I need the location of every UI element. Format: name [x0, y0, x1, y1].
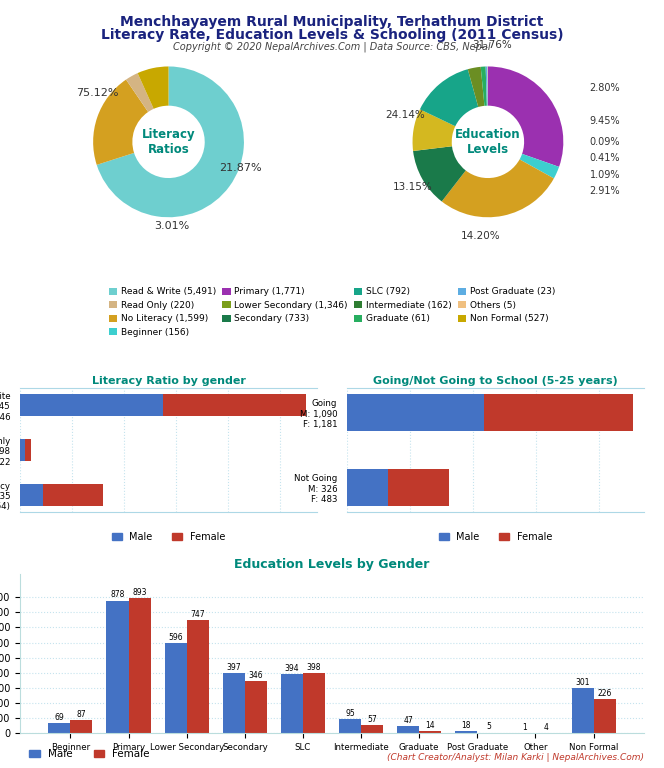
Wedge shape: [412, 109, 456, 151]
Text: 2.80%: 2.80%: [590, 83, 620, 93]
Text: 1: 1: [522, 723, 527, 732]
Bar: [347, 468, 388, 506]
Wedge shape: [467, 67, 485, 107]
Bar: [303, 674, 325, 733]
Bar: [70, 720, 92, 733]
Text: 47: 47: [403, 716, 413, 725]
Bar: [347, 394, 484, 432]
Legend: Male, Female: Male, Female: [25, 745, 154, 763]
Wedge shape: [97, 67, 244, 217]
Bar: [106, 601, 129, 733]
Wedge shape: [488, 67, 563, 167]
Text: 226: 226: [598, 689, 612, 698]
Bar: [48, 723, 70, 733]
Text: 3.01%: 3.01%: [155, 221, 190, 231]
Text: Literacy Rate, Education Levels & Schooling (2011 Census): Literacy Rate, Education Levels & School…: [101, 28, 563, 42]
Wedge shape: [420, 69, 478, 126]
Text: 13.15%: 13.15%: [392, 182, 432, 192]
Bar: [222, 674, 245, 733]
Text: 4: 4: [544, 723, 549, 732]
Bar: [419, 731, 442, 733]
Bar: [163, 394, 305, 416]
Wedge shape: [481, 67, 487, 106]
Text: 87: 87: [76, 710, 86, 719]
Title: Literacy Ratio by gender: Literacy Ratio by gender: [92, 376, 246, 386]
Text: 398: 398: [307, 663, 321, 672]
Text: 9.45%: 9.45%: [590, 116, 620, 126]
Text: 0.41%: 0.41%: [590, 154, 620, 164]
Wedge shape: [137, 67, 169, 109]
Wedge shape: [520, 154, 559, 178]
Bar: [165, 644, 187, 733]
Text: (Chart Creator/Analyst: Milan Karki | NepalArchives.Com): (Chart Creator/Analyst: Milan Karki | Ne…: [387, 753, 644, 762]
Text: 24.14%: 24.14%: [385, 111, 425, 121]
Text: 596: 596: [168, 633, 183, 642]
Bar: [281, 674, 303, 733]
Bar: [25, 439, 31, 461]
Text: 57: 57: [367, 714, 377, 723]
Bar: [42, 484, 103, 506]
Bar: [20, 484, 42, 506]
Text: 747: 747: [191, 610, 205, 619]
Text: 18: 18: [461, 720, 471, 730]
Bar: [594, 699, 616, 733]
Legend: Male, Female: Male, Female: [435, 528, 556, 546]
Text: 1.09%: 1.09%: [590, 170, 620, 180]
Text: 69: 69: [54, 713, 64, 722]
Text: 21.87%: 21.87%: [219, 164, 262, 174]
Title: Going/Not Going to School (5-25 years): Going/Not Going to School (5-25 years): [373, 376, 618, 386]
Bar: [187, 621, 208, 733]
Text: 5: 5: [486, 723, 491, 731]
Wedge shape: [485, 67, 488, 106]
Text: 2.91%: 2.91%: [590, 186, 620, 196]
Text: 893: 893: [132, 588, 147, 597]
Bar: [388, 468, 449, 506]
Text: 31.76%: 31.76%: [472, 40, 511, 50]
Text: 75.12%: 75.12%: [76, 88, 118, 98]
Text: 14.20%: 14.20%: [461, 231, 500, 241]
Text: Education
Levels: Education Levels: [455, 127, 521, 156]
Text: Menchhayayem Rural Municipality, Terhathum District: Menchhayayem Rural Municipality, Terhath…: [120, 15, 544, 29]
Bar: [456, 730, 477, 733]
Text: 878: 878: [110, 591, 125, 599]
Legend: Read & Write (5,491), Read Only (220), No Literacy (1,599), Beginner (156), Prim: Read & Write (5,491), Read Only (220), N…: [109, 287, 555, 337]
Text: 394: 394: [285, 664, 299, 673]
Bar: [20, 394, 163, 416]
Wedge shape: [442, 160, 554, 217]
Text: Copyright © 2020 NepalArchives.Com | Data Source: CBS, Nepal: Copyright © 2020 NepalArchives.Com | Dat…: [173, 41, 491, 52]
Text: 0.09%: 0.09%: [590, 137, 620, 147]
Bar: [397, 727, 419, 733]
Wedge shape: [413, 146, 465, 201]
Title: Education Levels by Gender: Education Levels by Gender: [234, 558, 430, 571]
Bar: [361, 725, 383, 733]
Text: 14: 14: [426, 721, 435, 730]
Wedge shape: [126, 73, 153, 112]
Bar: [245, 681, 267, 733]
Text: 95: 95: [345, 709, 355, 718]
Bar: [484, 394, 633, 432]
Text: 397: 397: [226, 663, 241, 672]
Text: 346: 346: [248, 671, 263, 680]
Bar: [339, 719, 361, 733]
Bar: [129, 598, 151, 733]
Legend: Male, Female: Male, Female: [108, 528, 229, 546]
Bar: [572, 688, 594, 733]
Text: 301: 301: [575, 677, 590, 687]
Wedge shape: [93, 80, 148, 165]
Text: Literacy
Ratios: Literacy Ratios: [141, 127, 195, 156]
Bar: [20, 439, 25, 461]
